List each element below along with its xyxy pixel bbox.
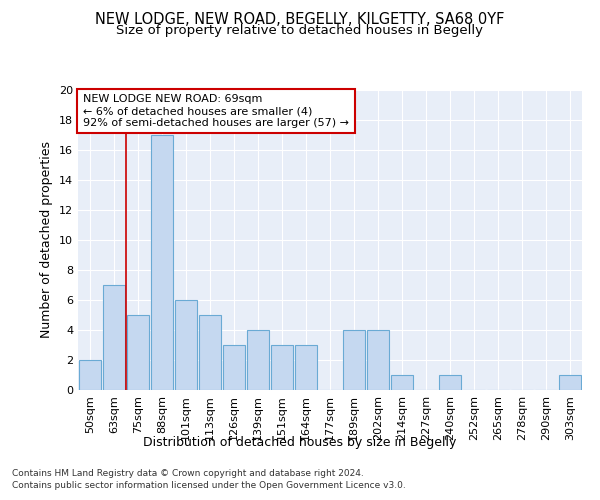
Bar xyxy=(391,375,413,390)
Bar xyxy=(247,330,269,390)
Bar xyxy=(151,135,173,390)
Bar xyxy=(127,315,149,390)
Bar xyxy=(343,330,365,390)
Bar xyxy=(199,315,221,390)
Bar xyxy=(79,360,101,390)
Text: Contains HM Land Registry data © Crown copyright and database right 2024.: Contains HM Land Registry data © Crown c… xyxy=(12,468,364,477)
Text: NEW LODGE, NEW ROAD, BEGELLY, KILGETTY, SA68 0YF: NEW LODGE, NEW ROAD, BEGELLY, KILGETTY, … xyxy=(95,12,505,28)
Text: Distribution of detached houses by size in Begelly: Distribution of detached houses by size … xyxy=(143,436,457,449)
Bar xyxy=(103,285,125,390)
Bar xyxy=(223,345,245,390)
Bar xyxy=(295,345,317,390)
Text: NEW LODGE NEW ROAD: 69sqm
← 6% of detached houses are smaller (4)
92% of semi-de: NEW LODGE NEW ROAD: 69sqm ← 6% of detach… xyxy=(83,94,349,128)
Bar xyxy=(271,345,293,390)
Bar xyxy=(439,375,461,390)
Y-axis label: Number of detached properties: Number of detached properties xyxy=(40,142,53,338)
Bar xyxy=(175,300,197,390)
Bar xyxy=(367,330,389,390)
Text: Contains public sector information licensed under the Open Government Licence v3: Contains public sector information licen… xyxy=(12,481,406,490)
Bar xyxy=(559,375,581,390)
Text: Size of property relative to detached houses in Begelly: Size of property relative to detached ho… xyxy=(116,24,484,37)
